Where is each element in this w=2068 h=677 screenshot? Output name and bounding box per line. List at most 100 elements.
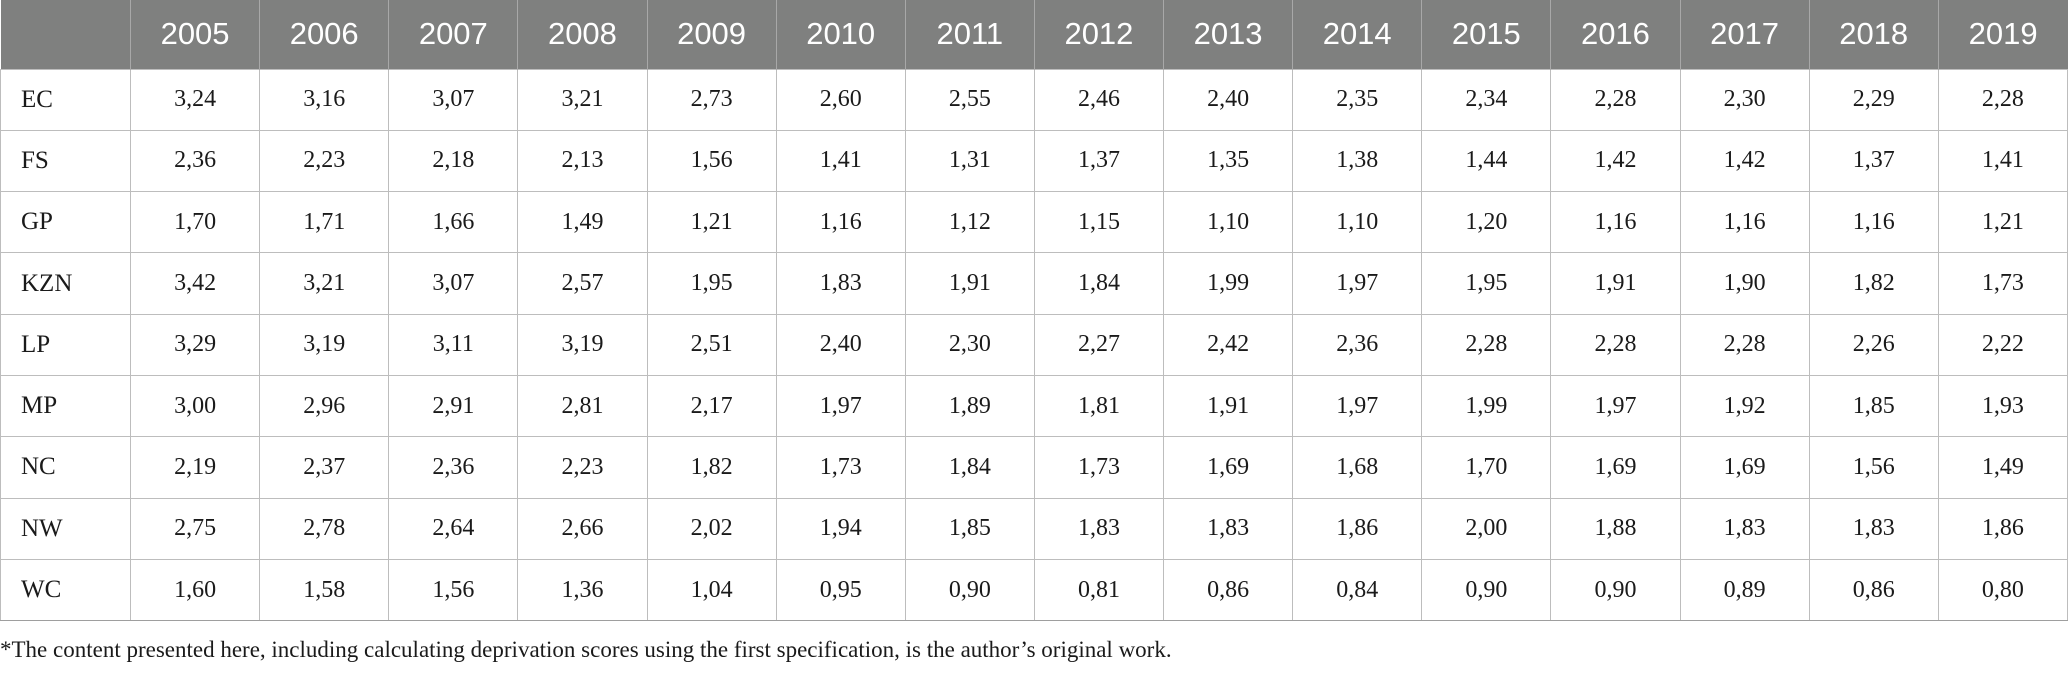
score-cell: 2,36 [388, 436, 519, 499]
score-cell: 2,46 [1033, 68, 1165, 131]
score-cell: 2,18 [388, 129, 519, 193]
score-cell: 0,95 [775, 558, 906, 622]
score-cell: 3,11 [388, 313, 519, 376]
score-cell: 2,60 [775, 68, 906, 131]
score-cell: 1,91 [904, 252, 1035, 315]
score-cell: 1,42 [1550, 129, 1681, 193]
score-cell: 1,86 [1937, 497, 2068, 560]
score-cell: 1,70 [129, 191, 261, 254]
row-label-province: EC [0, 68, 131, 131]
score-cell: 2,22 [1937, 313, 2068, 376]
score-cell: 2,36 [1292, 313, 1423, 376]
score-cell: 1,36 [517, 558, 648, 622]
score-cell: 2,30 [1679, 68, 1810, 131]
score-cell: 2,96 [259, 374, 390, 438]
score-cell: 1,91 [1162, 374, 1294, 438]
row-label-province: LP [0, 313, 131, 376]
score-cell: 2,27 [1033, 313, 1165, 376]
score-cell: 1,56 [1808, 436, 1939, 499]
table-header: 2005 2006 2007 2008 2009 2010 2011 2012 2013 2014… [0, 0, 2068, 69]
score-cell: 1,82 [646, 436, 777, 499]
column-header-year: 2018 [1808, 0, 1939, 69]
column-header-year: 2009 [646, 0, 777, 69]
score-cell: 0,86 [1162, 558, 1294, 622]
score-cell: 3,07 [388, 252, 519, 315]
score-cell: 2,64 [388, 497, 519, 560]
score-cell: 1,49 [1937, 436, 2068, 499]
score-cell: 0,90 [904, 558, 1035, 622]
score-cell: 3,21 [259, 252, 390, 315]
score-cell: 2,28 [1679, 313, 1810, 376]
score-cell: 1,97 [1292, 374, 1423, 438]
deprivation-scores-table: 2005 2006 2007 2008 2009 2010 2011 2012 2013 2014… [0, 0, 2068, 622]
table-row: FS 2,36 2,23 2,18 2,13 1,56 1,41 1,31 1,37 1,35 1,… [0, 129, 2068, 193]
score-cell: 1,21 [646, 191, 777, 254]
header-row: 2005 2006 2007 2008 2009 2010 2011 2012 2013 2014… [0, 0, 2068, 69]
score-cell: 1,41 [775, 129, 906, 193]
score-cell: 2,28 [1550, 313, 1681, 376]
column-header-year: 2019 [1937, 0, 2068, 69]
score-cell: 2,29 [1808, 68, 1939, 131]
table-footnote: *The content presented here, including c… [0, 637, 1172, 662]
score-cell: 1,16 [1808, 191, 1939, 254]
score-cell: 1,83 [1808, 497, 1939, 560]
score-cell: 3,07 [388, 68, 519, 131]
score-cell: 0,90 [1421, 558, 1552, 622]
score-cell: 3,29 [129, 313, 261, 376]
score-cell: 1,95 [1421, 252, 1552, 315]
header-corner-cell [1, 0, 131, 69]
score-cell: 1,82 [1808, 252, 1939, 315]
score-cell: 1,89 [904, 374, 1035, 438]
score-cell: 1,99 [1421, 374, 1552, 438]
score-cell: 2,34 [1421, 68, 1552, 131]
score-cell: 2,73 [646, 68, 777, 131]
score-cell: 1,15 [1033, 191, 1165, 254]
row-label-province: FS [0, 129, 131, 193]
score-cell: 1,91 [1550, 252, 1681, 315]
score-cell: 2,13 [517, 129, 648, 193]
score-cell: 2,91 [388, 374, 519, 438]
score-cell: 1,70 [1421, 436, 1552, 499]
score-cell: 1,31 [904, 129, 1035, 193]
score-cell: 1,60 [129, 558, 261, 622]
score-cell: 2,36 [129, 129, 261, 193]
table-row: LP 3,29 3,19 3,11 3,19 2,51 2,40 2,30 2,27 2,42 2,… [0, 313, 2068, 376]
score-cell: 1,37 [1033, 129, 1165, 193]
score-cell: 2,23 [517, 436, 648, 499]
row-label-province: NC [0, 436, 131, 499]
score-cell: 1,93 [1937, 374, 2068, 438]
score-cell: 1,69 [1679, 436, 1810, 499]
score-cell: 3,24 [129, 68, 261, 131]
score-cell: 1,85 [1808, 374, 1939, 438]
column-header-year: 2015 [1421, 0, 1551, 69]
column-header-year: 2014 [1292, 0, 1422, 69]
score-cell: 1,35 [1162, 129, 1294, 193]
score-cell: 1,90 [1679, 252, 1810, 315]
column-header-year: 2005 [129, 0, 260, 69]
score-cell: 1,49 [517, 191, 648, 254]
score-cell: 1,42 [1679, 129, 1810, 193]
score-cell: 1,20 [1421, 191, 1552, 254]
column-header-year: 2017 [1679, 0, 1810, 69]
score-cell: 2,28 [1550, 68, 1681, 131]
score-cell: 1,85 [904, 497, 1035, 560]
score-cell: 1,97 [1550, 374, 1681, 438]
score-cell: 0,89 [1679, 558, 1810, 622]
score-cell: 2,81 [517, 374, 648, 438]
score-cell: 1,44 [1421, 129, 1552, 193]
column-header-year: 2013 [1162, 0, 1293, 69]
score-cell: 1,99 [1162, 252, 1294, 315]
score-cell: 1,86 [1292, 497, 1423, 560]
score-cell: 1,95 [646, 252, 777, 315]
score-cell: 1,66 [388, 191, 519, 254]
score-cell: 1,21 [1937, 191, 2068, 254]
score-cell: 2,35 [1292, 68, 1423, 131]
score-cell: 0,80 [1937, 558, 2068, 622]
table-row: NW 2,75 2,78 2,64 2,66 2,02 1,94 1,85 1,83 1,83 1,… [0, 497, 2068, 560]
score-cell: 1,81 [1033, 374, 1165, 438]
score-cell: 1,38 [1292, 129, 1423, 193]
score-cell: 2,28 [1421, 313, 1552, 376]
row-label-province: KZN [0, 252, 131, 315]
score-cell: 2,00 [1421, 497, 1552, 560]
row-label-province: MP [0, 374, 131, 438]
